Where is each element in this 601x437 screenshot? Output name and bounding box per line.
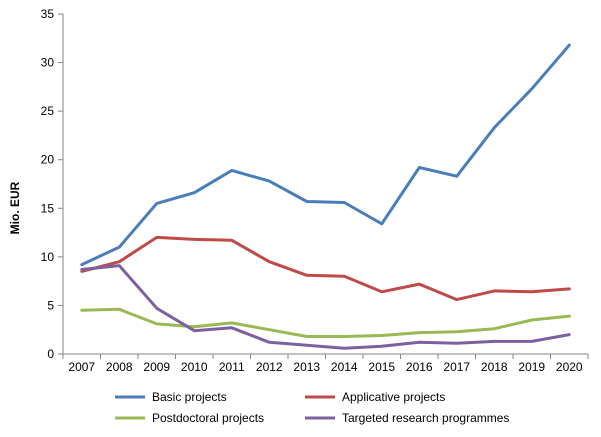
- data-point-targeted-research-programmes: [455, 342, 458, 345]
- y-tick-label: 10: [41, 250, 55, 264]
- data-point-targeted-research-programmes: [568, 333, 571, 336]
- legend-label: Postdoctoral projects: [152, 411, 264, 425]
- data-point-basic-projects: [530, 87, 533, 90]
- legend: Basic projects Applicative projects Postdo…: [115, 390, 509, 425]
- series-line-targeted-research-programmes: [80, 264, 571, 350]
- series-line-applicative-projects: [80, 235, 571, 302]
- data-point-postdoctoral-projects: [380, 334, 383, 337]
- series-line-basic-projects: [80, 43, 571, 267]
- data-point-targeted-research-programmes: [305, 344, 308, 347]
- data-point-basic-projects: [455, 175, 458, 178]
- data-point-postdoctoral-projects: [343, 335, 346, 338]
- x-tick-label: 2009: [143, 360, 170, 374]
- y-tick-label: 25: [41, 104, 55, 118]
- data-point-applicative-projects: [343, 275, 346, 278]
- data-point-applicative-projects: [380, 290, 383, 293]
- x-tick-label: 2019: [518, 360, 545, 374]
- x-tick-label: 2014: [331, 360, 358, 374]
- data-point-targeted-research-programmes: [530, 340, 533, 343]
- data-point-targeted-research-programmes: [80, 268, 83, 271]
- y-tick-label: 20: [41, 153, 55, 167]
- legend-label: Applicative projects: [342, 390, 445, 404]
- legend-item-applicative-projects: Applicative projects: [305, 390, 445, 404]
- data-point-targeted-research-programmes: [380, 345, 383, 348]
- data-point-applicative-projects: [493, 289, 496, 292]
- x-tick-label: 2008: [106, 360, 133, 374]
- data-point-postdoctoral-projects: [530, 319, 533, 322]
- data-point-postdoctoral-projects: [455, 330, 458, 333]
- data-point-basic-projects: [268, 180, 271, 183]
- y-tick-label: 0: [47, 347, 54, 361]
- data-point-basic-projects: [155, 202, 158, 205]
- data-point-basic-projects: [80, 263, 83, 266]
- x-tick-label: 2013: [293, 360, 320, 374]
- data-point-targeted-research-programmes: [343, 347, 346, 350]
- data-point-basic-projects: [493, 126, 496, 129]
- y-axis-title: Mio. EUR: [8, 181, 22, 234]
- data-point-postdoctoral-projects: [418, 331, 421, 334]
- data-point-basic-projects: [230, 169, 233, 172]
- x-tick-label: 2017: [443, 360, 470, 374]
- data-point-applicative-projects: [418, 283, 421, 286]
- data-point-postdoctoral-projects: [268, 328, 271, 331]
- data-point-postdoctoral-projects: [80, 309, 83, 312]
- data-point-postdoctoral-projects: [193, 325, 196, 328]
- y-tick-label: 15: [41, 201, 55, 215]
- data-point-applicative-projects: [568, 287, 571, 290]
- data-point-applicative-projects: [305, 274, 308, 277]
- data-point-basic-projects: [118, 246, 121, 249]
- data-point-basic-projects: [193, 191, 196, 194]
- data-point-targeted-research-programmes: [118, 264, 121, 267]
- y-tick-label: 5: [47, 298, 54, 312]
- data-point-applicative-projects: [268, 260, 271, 263]
- series-line-postdoctoral-projects: [80, 307, 571, 338]
- data-point-applicative-projects: [230, 239, 233, 242]
- legend-item-basic-projects: Basic projects: [115, 390, 227, 404]
- data-point-basic-projects: [380, 222, 383, 225]
- data-point-applicative-projects: [455, 298, 458, 301]
- data-point-targeted-research-programmes: [155, 307, 158, 310]
- data-point-applicative-projects: [118, 260, 121, 263]
- x-tick-label: 2016: [406, 360, 433, 374]
- y-tick-label: 35: [41, 7, 55, 21]
- data-point-postdoctoral-projects: [118, 308, 121, 311]
- x-tick-label: 2007: [68, 360, 95, 374]
- data-point-postdoctoral-projects: [155, 322, 158, 325]
- data-point-targeted-research-programmes: [193, 329, 196, 332]
- x-tick-label: 2020: [556, 360, 583, 374]
- data-point-targeted-research-programmes: [268, 341, 271, 344]
- data-point-basic-projects: [568, 44, 571, 47]
- y-axis-ticks: 0 5 10 15 20 25 30 35: [41, 7, 63, 361]
- series-layer: [80, 43, 571, 350]
- x-tick-label: 2012: [256, 360, 283, 374]
- data-point-basic-projects: [305, 200, 308, 203]
- x-tick-label: 2018: [481, 360, 508, 374]
- data-point-basic-projects: [418, 166, 421, 169]
- legend-item-postdoctoral-projects: Postdoctoral projects: [115, 411, 264, 425]
- legend-label: Targeted research programmes: [342, 411, 509, 425]
- data-point-postdoctoral-projects: [568, 315, 571, 318]
- data-point-applicative-projects: [155, 236, 158, 239]
- data-point-postdoctoral-projects: [230, 321, 233, 324]
- x-axis-ticks: 2007 2008 2009 2010 2011 2012 2013 2014 2015 2016…: [62, 354, 589, 374]
- x-tick-label: 2015: [368, 360, 395, 374]
- x-tick-label: 2010: [181, 360, 208, 374]
- data-point-applicative-projects: [193, 238, 196, 241]
- data-point-postdoctoral-projects: [493, 327, 496, 330]
- data-point-basic-projects: [343, 201, 346, 204]
- data-point-targeted-research-programmes: [418, 341, 421, 344]
- y-tick-label: 30: [41, 56, 55, 70]
- legend-item-targeted-research-programmes: Targeted research programmes: [305, 411, 509, 425]
- data-point-targeted-research-programmes: [493, 340, 496, 343]
- data-point-applicative-projects: [530, 290, 533, 293]
- data-point-targeted-research-programmes: [230, 326, 233, 329]
- data-point-postdoctoral-projects: [305, 335, 308, 338]
- x-tick-label: 2011: [219, 360, 245, 374]
- legend-label: Basic projects: [152, 390, 227, 404]
